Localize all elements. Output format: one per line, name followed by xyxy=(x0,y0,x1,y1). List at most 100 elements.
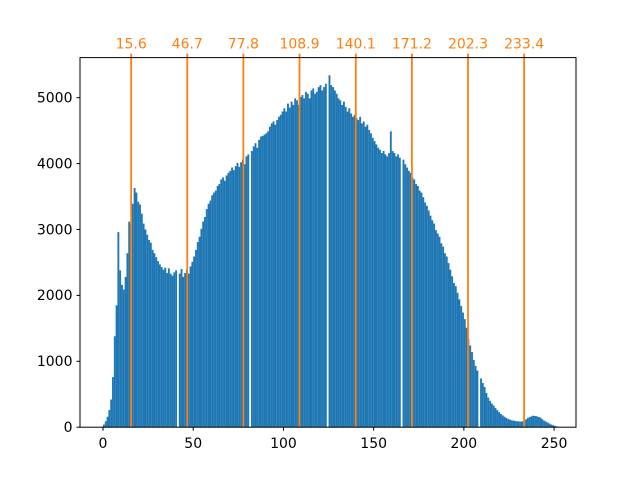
x-tick-label: 150 xyxy=(360,436,387,452)
x-tick-label: 0 xyxy=(99,436,108,452)
histogram-bar xyxy=(142,223,145,428)
histogram-bar xyxy=(299,97,302,428)
histogram-bar xyxy=(231,167,233,428)
histogram-bar xyxy=(171,275,174,428)
histogram-bar xyxy=(344,106,347,428)
y-tick-label: 2000 xyxy=(37,288,73,304)
histogram-bar xyxy=(269,126,271,428)
histogram-bar xyxy=(103,424,105,428)
histogram-bar xyxy=(285,111,288,428)
histogram-bar xyxy=(274,124,277,428)
histogram-bar xyxy=(384,154,387,428)
histogram-bar xyxy=(294,98,297,428)
histogram-bar xyxy=(339,100,342,428)
histogram-bar xyxy=(353,114,356,428)
histogram-bar xyxy=(377,147,380,428)
histogram-bar xyxy=(204,216,206,428)
histogram-bar xyxy=(128,221,131,428)
histogram-bar xyxy=(510,420,513,428)
histogram-bar xyxy=(492,405,495,428)
histogram-bar xyxy=(407,170,410,428)
histogram-bar xyxy=(420,192,423,428)
histogram-bar xyxy=(312,88,315,428)
histogram-bar xyxy=(133,187,136,428)
histogram-bar xyxy=(389,131,392,428)
histogram-bar xyxy=(279,114,282,428)
histogram-bar xyxy=(462,312,464,428)
histogram-bar xyxy=(348,108,351,428)
histogram-bar xyxy=(211,195,214,428)
histogram-bar xyxy=(272,121,275,428)
histogram-bar xyxy=(371,137,374,428)
histogram-bar xyxy=(308,98,311,428)
histogram-bar xyxy=(319,85,322,428)
histogram-bar xyxy=(485,392,488,428)
histogram-bar xyxy=(321,90,324,428)
threshold-label: 140.1 xyxy=(336,37,376,53)
histogram-bar xyxy=(525,419,528,428)
histogram-bar xyxy=(373,141,376,428)
histogram-bar xyxy=(451,276,454,428)
histogram-bar xyxy=(418,190,421,428)
histogram-bar xyxy=(160,267,163,428)
histogram-bar xyxy=(250,151,253,428)
histogram-bar xyxy=(453,282,455,428)
histogram-bar xyxy=(397,154,399,428)
histogram-bar xyxy=(395,156,398,428)
histogram-bar xyxy=(537,416,540,428)
histogram-bar xyxy=(135,192,138,428)
histogram-bar xyxy=(402,159,405,428)
histogram-bar xyxy=(447,263,450,428)
histogram-bar xyxy=(256,147,259,428)
histogram-bar xyxy=(122,289,125,428)
histogram-bar xyxy=(113,336,116,428)
histogram-bar xyxy=(292,104,295,428)
histogram-bar xyxy=(398,157,401,428)
histogram-bar xyxy=(456,292,459,428)
histogram-bar xyxy=(173,272,176,428)
histogram-bar xyxy=(434,230,437,428)
x-tick-label: 250 xyxy=(541,436,568,452)
histogram-bar xyxy=(370,133,372,428)
histogram-bar xyxy=(341,104,344,428)
histogram-bar xyxy=(207,203,210,428)
histogram-bar xyxy=(222,177,224,428)
histogram-bar xyxy=(131,203,134,428)
histogram-bar xyxy=(346,111,349,428)
histogram-bar xyxy=(216,185,219,428)
histogram-bar xyxy=(521,421,524,428)
histogram-bar xyxy=(445,256,448,428)
histogram-bar xyxy=(148,240,150,428)
histogram-bar xyxy=(155,257,158,428)
histogram-bar xyxy=(494,408,497,428)
histogram-bar xyxy=(413,179,416,428)
plot-border xyxy=(79,57,577,428)
histogram-bar xyxy=(362,121,365,428)
histogram-bar xyxy=(196,242,199,428)
histogram-bar xyxy=(281,111,284,428)
histogram-bar xyxy=(460,305,463,428)
histogram-bar xyxy=(259,136,262,428)
histogram-bar xyxy=(458,299,461,428)
histogram-bar xyxy=(554,425,556,428)
histogram-bar xyxy=(512,420,515,428)
histogram-bar xyxy=(178,273,181,428)
threshold-label: 233.4 xyxy=(504,37,544,53)
y-tick-label: 4000 xyxy=(37,156,73,172)
histogram-bar xyxy=(472,359,475,428)
histogram-bar xyxy=(303,98,306,428)
histogram-bar xyxy=(283,108,286,428)
histogram-bar xyxy=(267,131,270,428)
histogram-bar xyxy=(534,416,537,428)
histogram-bar xyxy=(213,192,215,428)
histogram-bar xyxy=(158,264,161,428)
histogram-bar xyxy=(366,124,369,428)
y-axis: 0 1000 2000 3000 4000 5000 xyxy=(37,90,80,436)
histogram-bar xyxy=(474,365,477,428)
histogram-bar xyxy=(496,410,499,428)
histogram-bar xyxy=(139,204,141,428)
histogram-bar xyxy=(359,116,362,428)
histogram-bar xyxy=(263,134,266,428)
histogram-bar xyxy=(357,120,360,428)
histogram-bar xyxy=(431,220,434,428)
